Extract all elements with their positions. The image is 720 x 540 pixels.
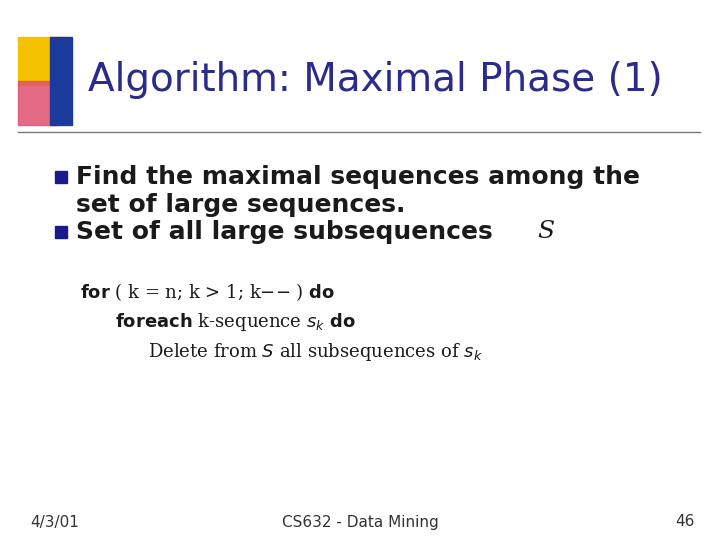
Text: Set of all large subsequences: Set of all large subsequences [76, 220, 502, 244]
Text: set of large sequences.: set of large sequences. [76, 193, 405, 217]
Text: $\mathbf{for}$ ( k = n; k > 1; k$-$$-$ ) $\mathbf{do}$: $\mathbf{for}$ ( k = n; k > 1; k$-$$-$ )… [80, 281, 335, 303]
Text: 4/3/01: 4/3/01 [30, 515, 79, 530]
Text: S: S [537, 220, 554, 244]
Bar [55, 226, 67, 238]
Bar [18, 81, 58, 125]
Text: 46: 46 [675, 515, 695, 530]
Bar [18, 37, 66, 85]
Bar [50, 37, 72, 125]
Text: Find the maximal sequences among the: Find the maximal sequences among the [76, 165, 640, 189]
Text: $\mathbf{foreach}$ k-sequence $s_k$ $\mathbf{do}$: $\mathbf{foreach}$ k-sequence $s_k$ $\ma… [115, 311, 356, 333]
Text: Delete from $S$ all subsequences of $s_k$: Delete from $S$ all subsequences of $s_k… [148, 341, 482, 363]
Text: CS632 - Data Mining: CS632 - Data Mining [282, 515, 438, 530]
Bar [55, 171, 67, 183]
Text: Algorithm: Maximal Phase (1): Algorithm: Maximal Phase (1) [88, 61, 662, 99]
